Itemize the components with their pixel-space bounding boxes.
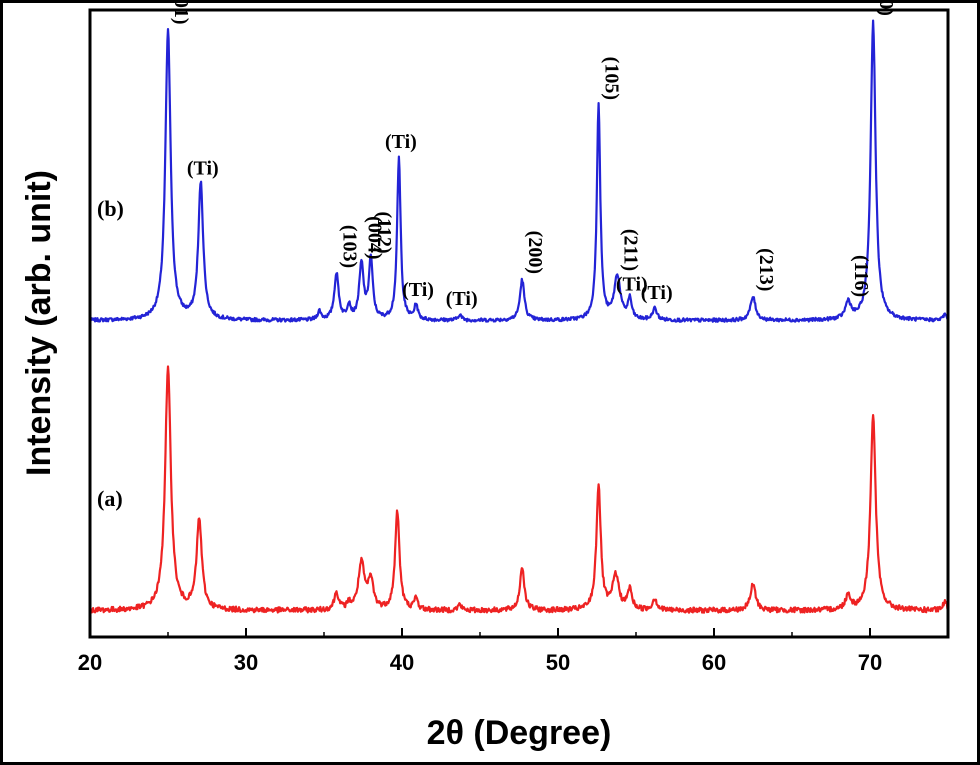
peak-label: (Ti) — [641, 282, 673, 304]
peak-label: (103) — [339, 225, 361, 268]
peak-label: (105) — [601, 57, 623, 100]
series-line-1 — [88, 365, 950, 614]
plot-frame — [88, 8, 950, 639]
label-layer: (b)(101)(Ti)(103) (004)(112)(Ti)(Ti) (Ti)(… — [97, 0, 897, 511]
series-0 — [89, 19, 950, 323]
peak-label: (Ti) — [616, 273, 648, 295]
peak-label: (101) — [170, 0, 192, 25]
panel-label-1: (a) — [97, 486, 123, 511]
y-axis-title: Intensity (arb. unit) — [20, 170, 58, 476]
peak-label: (200) — [524, 231, 546, 274]
x-tick-label: 30 — [234, 650, 258, 675]
peak-label: (Ti) — [402, 279, 434, 301]
peak-label: (004) — [363, 216, 385, 259]
series-1 — [88, 365, 950, 614]
peak-label: (Ti) — [187, 157, 219, 179]
peak-label: (213) — [755, 248, 777, 291]
axis-layer: 20 30 40 50 60 70 — [78, 628, 882, 675]
peak-label: (Ti) — [446, 288, 478, 310]
peak-label: (220) — [875, 0, 897, 16]
peak-label: (112) — [373, 211, 395, 253]
x-tick-label: 50 — [546, 650, 570, 675]
x-tick-label: 60 — [702, 650, 726, 675]
series-line-0 — [89, 19, 950, 323]
x-tick-label: 70 — [858, 650, 882, 675]
x-axis-title: 2θ (Degree) — [427, 714, 612, 752]
x-tick-label: 40 — [390, 650, 414, 675]
panel-label-0: (b) — [97, 196, 124, 221]
series-layer — [88, 19, 950, 614]
x-tick-label: 20 — [78, 650, 102, 675]
peak-label: (116) — [850, 255, 872, 297]
peak-label: (Ti) — [385, 131, 417, 153]
peak-label: (211) — [619, 229, 641, 271]
